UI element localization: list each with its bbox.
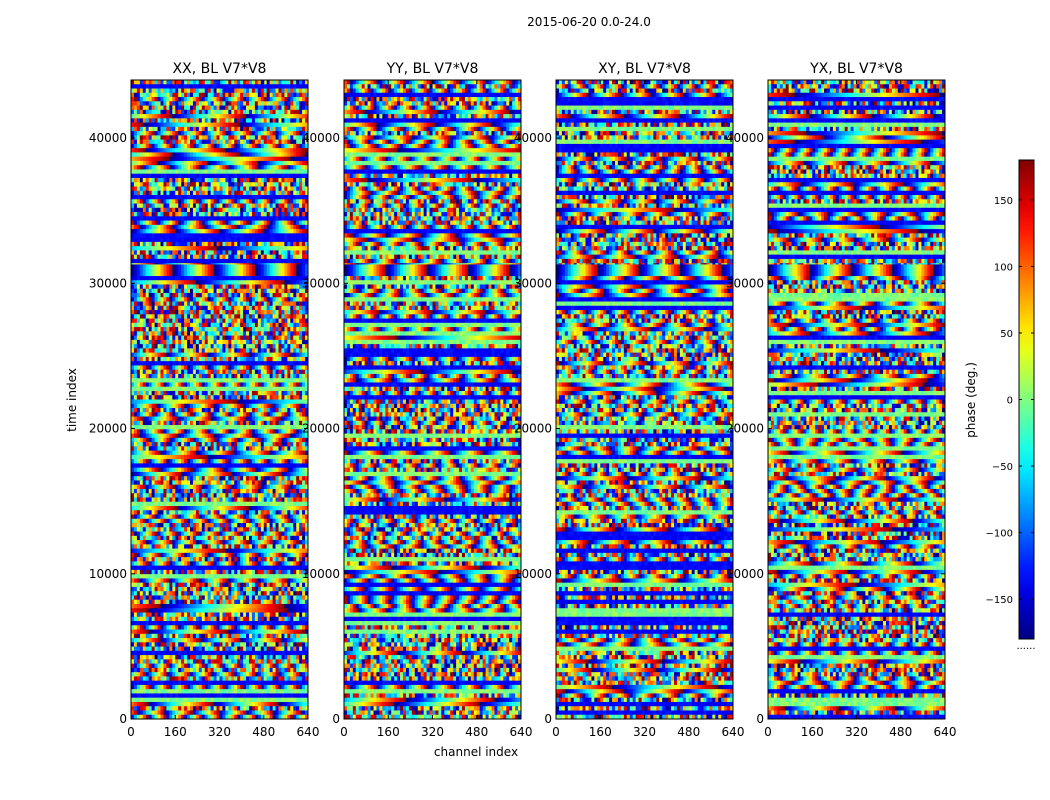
colorbar-tick-label: −100	[986, 529, 1013, 540]
y-tick-label: 0	[544, 712, 552, 726]
y-tick-label: 30000	[89, 276, 127, 290]
colorbar-tick-label: 50	[1000, 329, 1013, 340]
x-tick-label: 160	[164, 725, 187, 739]
y-tick-label: 40000	[514, 131, 552, 145]
panel-3: YX, BL V7*V8 0 160 320 480 640 0 10000 20000 3000…	[726, 61, 957, 739]
x-axis-label: channel index	[434, 745, 518, 759]
heatmap-image	[768, 80, 945, 719]
y-tick-label: 30000	[726, 276, 764, 290]
x-tick-label: 320	[633, 725, 656, 739]
y-tick-label: 40000	[302, 131, 340, 145]
heatmap-image	[131, 80, 308, 719]
colorbar-footnote: ......	[1016, 641, 1035, 652]
panel-2: XY, BL V7*V8 0 160 320 480 640 0 10000 20000 3000…	[514, 61, 745, 739]
x-tick-label: 640	[722, 725, 745, 739]
y-tick-label: 40000	[89, 131, 127, 145]
y-tick-label: 0	[332, 712, 340, 726]
x-tick-label: 160	[589, 725, 612, 739]
colorbar-tick-label: −50	[992, 462, 1013, 473]
x-tick-label: 320	[845, 725, 868, 739]
panel-1: YY, BL V7*V8 0 160 320 480 640 0 10000 20000 3000…	[302, 61, 533, 739]
x-tick-label: 640	[510, 725, 533, 739]
heatmap-image	[556, 80, 733, 719]
y-tick-label: 20000	[726, 422, 764, 436]
y-tick-label: 20000	[514, 422, 552, 436]
colorbar: −150 −100 −50 0 50 100 150	[986, 159, 1035, 640]
colorbar-tick-label: 150	[994, 196, 1013, 207]
panel-title: YX, BL V7*V8	[809, 61, 903, 77]
colorbar-tick-label: 0	[1007, 396, 1013, 407]
x-tick-label: 480	[889, 725, 912, 739]
y-tick-label: 0	[119, 712, 127, 726]
x-tick-label: 480	[465, 725, 488, 739]
x-tick-label: 0	[127, 725, 135, 739]
y-tick-label: 10000	[726, 567, 764, 581]
x-tick-label: 160	[801, 725, 824, 739]
colorbar-tick-label: 100	[994, 262, 1013, 273]
x-tick-label: 480	[677, 725, 700, 739]
panel-0: XX, BL V7*V8 0 160 320 480 640 0 10000 20000 3000…	[89, 61, 320, 739]
colorbar-label: phase (deg.)	[964, 362, 978, 438]
y-axis-label: time index	[65, 368, 79, 432]
x-tick-label: 320	[421, 725, 444, 739]
x-tick-label: 160	[377, 725, 400, 739]
x-tick-label: 0	[764, 725, 772, 739]
y-tick-label: 30000	[302, 276, 340, 290]
y-tick-label: 0	[756, 712, 764, 726]
x-tick-label: 320	[208, 725, 231, 739]
figure-title: 2015-06-20 0.0-24.0	[527, 15, 651, 29]
y-tick-label: 10000	[514, 567, 552, 581]
y-tick-label: 20000	[89, 422, 127, 436]
y-tick-label: 30000	[514, 276, 552, 290]
y-tick-label: 40000	[726, 131, 764, 145]
heatmap-image	[344, 80, 521, 719]
y-tick-label: 10000	[89, 567, 127, 581]
y-tick-label: 20000	[302, 422, 340, 436]
x-tick-label: 0	[552, 725, 560, 739]
x-tick-label: 640	[934, 725, 957, 739]
panel-title: YY, BL V7*V8	[386, 61, 479, 77]
panel-title: XY, BL V7*V8	[598, 61, 691, 77]
panels: XX, BL V7*V8 0 160 320 480 640 0 10000 20000 3000…	[89, 61, 957, 739]
x-tick-label: 480	[252, 725, 275, 739]
y-tick-label: 10000	[302, 567, 340, 581]
x-tick-label: 640	[297, 725, 320, 739]
x-tick-label: 0	[340, 725, 348, 739]
panel-title: XX, BL V7*V8	[173, 61, 267, 77]
colorbar-tick-label: −150	[986, 595, 1013, 606]
